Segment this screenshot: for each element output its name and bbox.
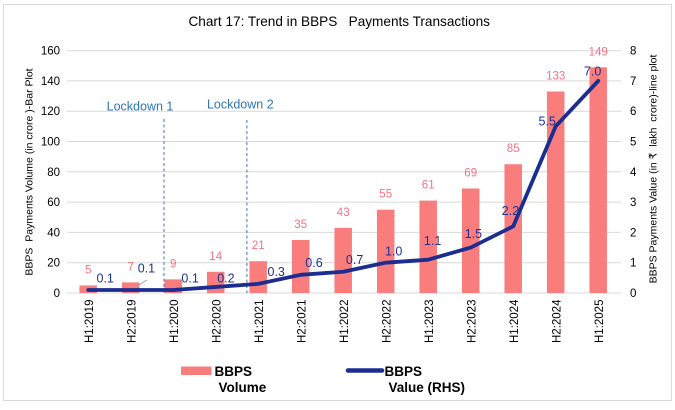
svg-text:120: 120: [41, 106, 60, 118]
svg-text:BBPS Payments Volume (in cror: BBPS Payments Volume (in crore )-Bar Plo…: [24, 68, 36, 275]
svg-text:60: 60: [47, 197, 60, 209]
svg-text:7: 7: [630, 76, 636, 88]
svg-text:H2:2020: H2:2020: [212, 300, 224, 343]
svg-text:H2:2022: H2:2022: [382, 300, 394, 343]
svg-text:BBPS: BBPS: [215, 364, 253, 379]
svg-text:H2:2021: H2:2021: [297, 300, 309, 343]
svg-text:0.1: 0.1: [97, 271, 114, 285]
svg-text:149: 149: [589, 46, 608, 58]
svg-text:1.5: 1.5: [465, 227, 482, 241]
svg-text:H2:2019: H2:2019: [127, 300, 139, 343]
svg-text:14: 14: [209, 251, 222, 263]
svg-text:1: 1: [630, 258, 636, 270]
svg-text:H1:2019: H1:2019: [84, 300, 96, 343]
svg-text:69: 69: [464, 168, 477, 180]
svg-text:Lockdown 2: Lockdown 2: [207, 97, 274, 111]
svg-text:0.6: 0.6: [305, 256, 322, 270]
svg-text:H1:2023: H1:2023: [424, 300, 436, 343]
svg-text:BBPS: BBPS: [385, 364, 423, 379]
svg-text:6: 6: [630, 106, 636, 118]
svg-text:80: 80: [47, 167, 60, 179]
svg-text:Lockdown 1: Lockdown 1: [107, 100, 174, 114]
svg-text:7.0: 7.0: [584, 64, 601, 78]
svg-text:0.3: 0.3: [268, 265, 285, 279]
svg-text:H2:2024: H2:2024: [552, 299, 564, 343]
svg-text:0.7: 0.7: [346, 253, 363, 267]
svg-text:5: 5: [85, 264, 91, 276]
svg-text:Chart 17: Trend in BBPS Paym: Chart 17: Trend in BBPS Payments Transac…: [188, 14, 490, 29]
svg-text:43: 43: [337, 207, 350, 219]
svg-text:H1:2024: H1:2024: [509, 299, 521, 343]
svg-text:H1:2021: H1:2021: [254, 300, 266, 343]
svg-text:3: 3: [630, 197, 636, 209]
svg-text:0.1: 0.1: [138, 262, 155, 276]
svg-text:20: 20: [47, 258, 60, 270]
svg-text:61: 61: [422, 180, 435, 192]
svg-text:0.1: 0.1: [181, 271, 198, 285]
svg-text:2: 2: [630, 227, 636, 239]
svg-text:5: 5: [630, 137, 636, 149]
svg-text:100: 100: [41, 137, 60, 149]
svg-text:8: 8: [630, 46, 636, 58]
svg-text:2.2: 2.2: [502, 204, 519, 218]
svg-text:21: 21: [252, 240, 265, 252]
svg-text:H1:2025: H1:2025: [594, 300, 606, 343]
svg-text:85: 85: [507, 143, 520, 155]
svg-text:1.1: 1.1: [424, 234, 441, 248]
svg-text:0: 0: [630, 288, 636, 300]
svg-text:4: 4: [630, 167, 637, 179]
svg-text:140: 140: [41, 76, 60, 88]
svg-text:35: 35: [294, 219, 307, 231]
svg-text:40: 40: [47, 227, 60, 239]
svg-text:0: 0: [54, 288, 60, 300]
svg-text:Volume: Volume: [219, 380, 267, 395]
svg-text:Value (RHS): Value (RHS): [389, 380, 466, 395]
svg-text:1.0: 1.0: [385, 245, 402, 259]
svg-text:5.5: 5.5: [539, 114, 556, 128]
svg-text:H1:2020: H1:2020: [169, 300, 181, 343]
svg-text:55: 55: [379, 189, 392, 201]
svg-text:BBPS Payments Value (in ₹ lak: BBPS Payments Value (in ₹ lakh crore)-li…: [648, 55, 660, 284]
svg-text:H2:2023: H2:2023: [467, 300, 479, 343]
svg-text:9: 9: [170, 258, 176, 270]
svg-text:160: 160: [41, 46, 60, 58]
svg-text:H1:2022: H1:2022: [339, 300, 351, 343]
svg-text:133: 133: [546, 71, 565, 83]
svg-text:0.2: 0.2: [217, 272, 234, 286]
svg-text:7: 7: [127, 261, 133, 273]
